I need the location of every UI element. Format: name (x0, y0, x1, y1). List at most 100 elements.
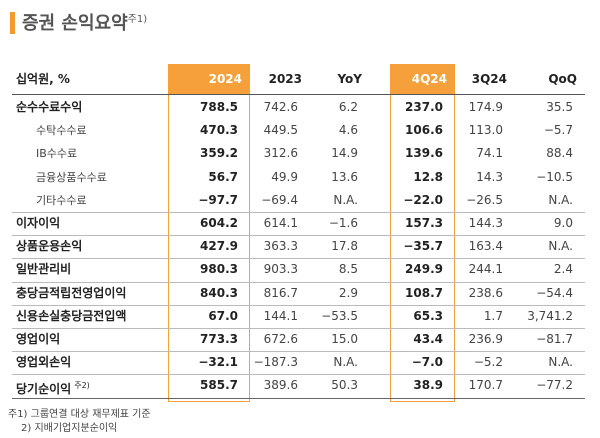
cell-value: 56.7 (208, 169, 238, 184)
row-label-text: IB수수료 (36, 147, 78, 161)
cell-value: 35.5 (546, 100, 573, 114)
cell-value: −81.7 (536, 332, 573, 346)
row-label-text: 충당금적립전영업이익 (16, 285, 127, 300)
cell-value: 816.7 (263, 285, 298, 300)
cell-value: −10.5 (536, 169, 573, 184)
row-label-text: 금융상품수수료 (36, 170, 107, 184)
cell-value: 9.0 (553, 216, 573, 230)
cell-value: −1.6 (328, 216, 358, 230)
cell-value: 74.1 (476, 146, 503, 161)
cell-value: 12.8 (413, 169, 443, 184)
row-label: 수탁수수료 (36, 119, 87, 142)
row-rule (12, 235, 585, 237)
row-label: 기타수수료 (36, 189, 87, 212)
cell-value: N.A. (548, 239, 573, 254)
cell-value: 1.7 (483, 308, 503, 323)
cell-value: 144.3 (468, 216, 503, 230)
cell-value: −69.4 (261, 192, 298, 207)
title-note: 주1) (127, 14, 148, 25)
cell-value: 163.4 (468, 239, 503, 254)
footnote: 2) 지배기업지분순이익 (21, 423, 118, 434)
cell-value: −97.7 (198, 192, 238, 207)
row-label-text: 신용손실충당금전입액 (16, 308, 127, 323)
cell-value: 8.5 (338, 262, 358, 277)
bottom-rule (12, 397, 585, 399)
row-label-text: 일반관리비 (16, 262, 72, 277)
cell-value: 65.3 (413, 308, 443, 323)
column-header: YoY (337, 72, 362, 86)
column-header: 2023 (268, 72, 302, 86)
highlight-header (168, 64, 250, 94)
column-header: 2024 (208, 72, 242, 86)
cell-value: 14.9 (331, 146, 358, 161)
cell-value: 3,741.2 (527, 308, 573, 323)
cell-value: 38.9 (413, 378, 443, 393)
row-rule (12, 328, 585, 329)
cell-value: 106.6 (405, 123, 443, 138)
row-label: 영업외손익 (16, 351, 71, 374)
column-header: QoQ (548, 72, 577, 86)
cell-value: 249.9 (405, 262, 443, 277)
footnote: 주1) 그룹연결 대상 재무제표 기준 (8, 409, 151, 420)
row-rule (12, 258, 585, 260)
cell-value: −5.7 (543, 123, 573, 138)
title-text: 증권 손익요약 (22, 13, 128, 34)
cell-value: 312.6 (263, 146, 298, 161)
row-label: 상품운용손익 (16, 235, 82, 258)
title-bar (10, 12, 15, 34)
cell-value: −77.2 (536, 378, 573, 393)
cell-value: 2.9 (338, 285, 358, 300)
row-label-note: 주2) (74, 381, 90, 391)
cell-value: 427.9 (200, 239, 238, 254)
cell-value: 157.3 (405, 216, 443, 230)
cell-value: 49.9 (271, 169, 298, 184)
row-rule (12, 374, 585, 376)
header-rule (12, 94, 585, 95)
row-label-text: 기타수수료 (36, 193, 87, 207)
cell-value: N.A. (548, 355, 573, 370)
row-label: 영업이익 (16, 328, 60, 351)
cell-value: −54.4 (536, 285, 573, 300)
cell-value: 244.1 (468, 262, 503, 277)
cell-value: 389.6 (263, 378, 298, 393)
highlight-frame (390, 64, 455, 402)
cell-value: N.A. (548, 192, 573, 207)
highlight-frame (168, 64, 250, 402)
cell-value: 604.2 (200, 216, 238, 230)
cell-value: 4.6 (338, 123, 358, 138)
cell-value: −5.2 (473, 355, 503, 370)
cell-value: 144.1 (263, 308, 298, 323)
cell-value: 672.6 (263, 332, 298, 346)
cell-value: 50.3 (331, 378, 358, 393)
cell-value: 470.3 (200, 123, 238, 138)
cell-value: 170.7 (468, 378, 503, 393)
cell-value: N.A. (333, 355, 358, 370)
row-label: 당기순이익 주2) (16, 374, 90, 397)
row-label: 이자이익 (16, 212, 60, 235)
column-header: 4Q24 (411, 72, 447, 86)
cell-value: 980.3 (200, 262, 238, 277)
cell-value: 2.4 (553, 262, 573, 277)
cell-value: 359.2 (200, 146, 238, 161)
cell-value: 449.5 (263, 123, 298, 138)
row-label-text: 순수수료수익 (16, 100, 83, 114)
title: 증권 손익요약주1) (22, 9, 147, 35)
cell-value: 67.0 (208, 308, 238, 323)
cell-value: 13.6 (331, 169, 358, 184)
cell-value: 238.6 (468, 285, 503, 300)
row-rule (12, 304, 585, 306)
column-header: 십억원, % (16, 72, 70, 86)
cell-value: −26.5 (466, 192, 503, 207)
cell-value: 174.9 (468, 100, 503, 114)
cell-value: 614.1 (263, 216, 298, 230)
cell-value: 14.3 (476, 169, 503, 184)
row-label-text: 수탁수수료 (36, 124, 87, 138)
cell-value: 585.7 (200, 378, 238, 393)
cell-value: −35.7 (403, 239, 443, 254)
cell-value: 88.4 (546, 146, 573, 161)
cell-value: 139.6 (405, 146, 443, 161)
cell-value: −7.0 (411, 355, 443, 370)
row-label: 금융상품수수료 (36, 166, 107, 189)
cell-value: 840.3 (200, 285, 238, 300)
